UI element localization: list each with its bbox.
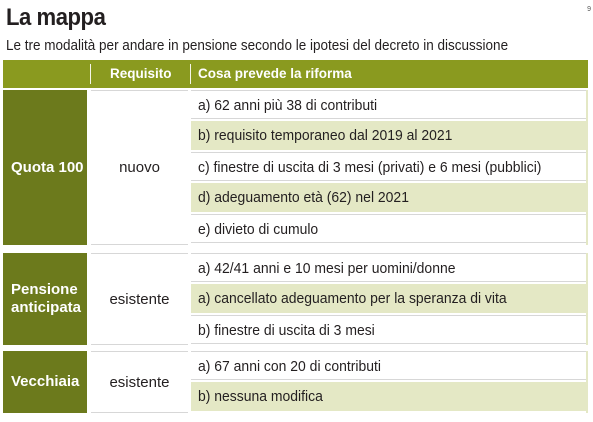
item-text: a) 62 anni più 38 di contributi: [198, 97, 378, 114]
item-text: b) nessuna modifica: [198, 388, 323, 405]
item-text: b) requisito temporaneo dal 2019 al 2021: [198, 127, 453, 144]
list-item: e) divieto di cumulo: [191, 214, 588, 243]
item-text: b) finestre di uscita di 3 mesi: [198, 322, 375, 339]
list-item: a) cancellato adeguamento per la speranz…: [191, 284, 588, 313]
list-item: d) adeguamento età (62) nel 2021: [191, 183, 588, 212]
row-stripe: [586, 351, 588, 413]
page-title: La mappa: [6, 4, 106, 31]
item-text: a) 42/41 anni e 10 mesi per uomini/donne: [198, 260, 456, 277]
pension-table: Requisito Cosa prevede la riforma Quota …: [3, 60, 588, 415]
list-item: c) finestre di uscita di 3 mesi (privati…: [191, 152, 588, 181]
item-text: a) 67 anni con 20 di contributi: [198, 358, 382, 375]
item-text: a) cancellato adeguamento per la speranz…: [198, 290, 507, 307]
row-stripe: [586, 253, 588, 345]
item-text: c) finestre di uscita di 3 mesi (privati…: [198, 159, 542, 176]
group-requisito: esistente: [91, 253, 188, 345]
list-item: b) nessuna modifica: [191, 382, 588, 411]
group-name: Vecchiaia: [3, 351, 87, 413]
group-requisito: esistente: [91, 351, 188, 413]
header-divider: [190, 64, 191, 84]
header-col-riforma: Cosa prevede la riforma: [198, 66, 352, 81]
page-subtitle: Le tre modalità per andare in pensione s…: [6, 37, 509, 54]
list-item: b) finestre di uscita di 3 mesi: [191, 315, 588, 344]
table-group-quota-100: Quota 100 nuovo a) 62 anni più 38 di con…: [3, 90, 588, 245]
row-stripe: [586, 90, 588, 245]
list-item: a) 42/41 anni e 10 mesi per uomini/donne: [191, 253, 588, 282]
list-item: a) 62 anni più 38 di contributi: [191, 90, 588, 119]
table-group-vecchiaia: Vecchiaia esistente a) 67 anni con 20 di…: [3, 351, 588, 413]
group-requisito: nuovo: [91, 90, 188, 245]
header-col-requisito: Requisito: [110, 66, 172, 81]
header-divider: [90, 64, 91, 84]
page-number: 9: [587, 6, 591, 13]
table-header: Requisito Cosa prevede la riforma: [3, 60, 588, 88]
item-text: e) divieto di cumulo: [198, 221, 319, 238]
group-items: a) 42/41 anni e 10 mesi per uomini/donne…: [191, 253, 588, 345]
table-group-pensione-anticipata: Pensione anticipata esistente a) 42/41 a…: [3, 253, 588, 345]
list-item: b) requisito temporaneo dal 2019 al 2021: [191, 121, 588, 150]
list-item: a) 67 anni con 20 di contributi: [191, 351, 588, 380]
group-items: a) 62 anni più 38 di contributi b) requi…: [191, 90, 588, 245]
item-text: d) adeguamento età (62) nel 2021: [198, 189, 409, 206]
group-name: Quota 100: [3, 90, 87, 245]
group-items: a) 67 anni con 20 di contributi b) nessu…: [191, 351, 588, 413]
group-name: Pensione anticipata: [3, 253, 87, 345]
